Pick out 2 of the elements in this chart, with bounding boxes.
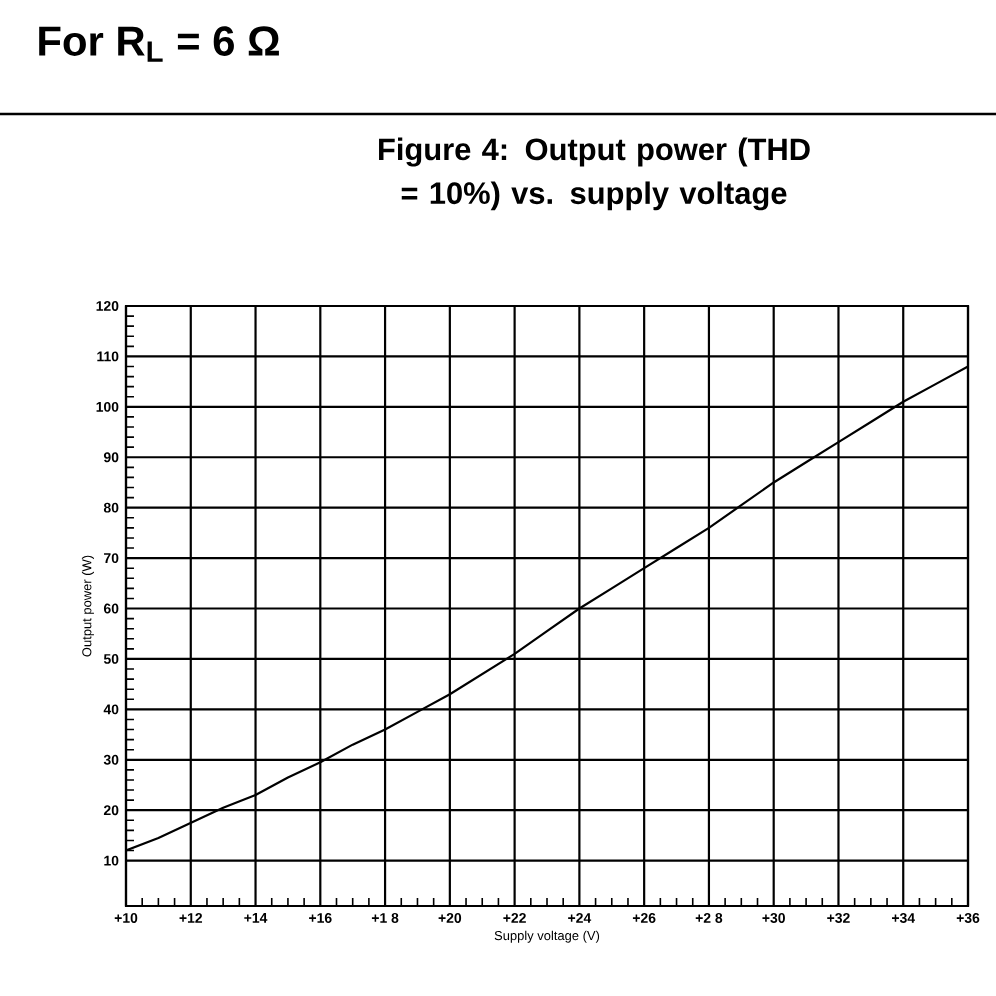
chart-subtitle: Figure 4: Output power (THD = 10%) vs. supply voltage [379,137,810,211]
chart-title: For R$_{L}$ = 6 Ω [39,26,279,62]
